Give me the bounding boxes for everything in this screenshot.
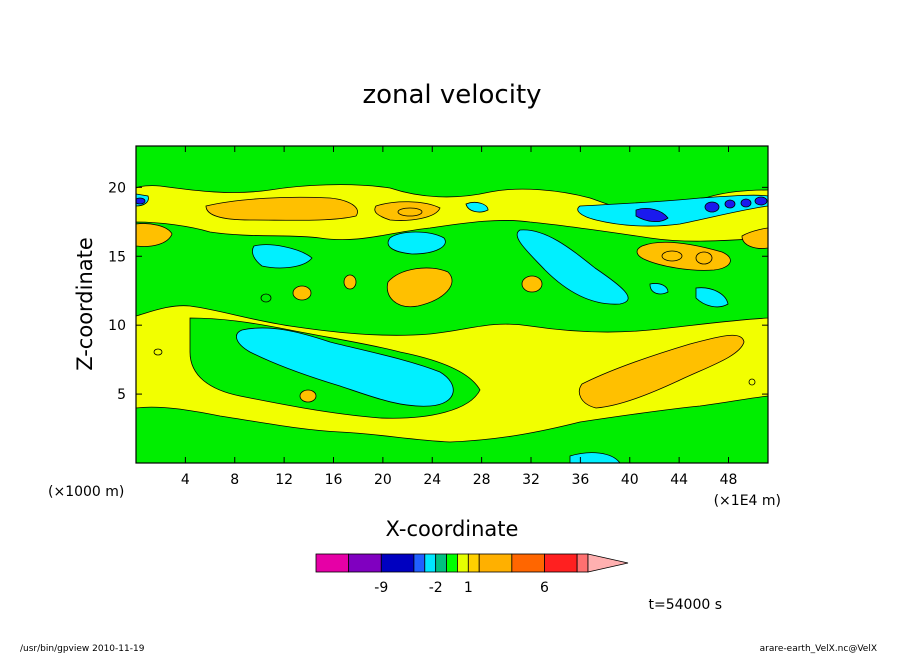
x-axis-ticks: 4 8 12 16 20 24 28 32 36 40 44 48 xyxy=(181,146,738,488)
contour-field xyxy=(136,146,768,463)
colorbar-segment xyxy=(478,553,513,573)
colorbar-label: -9 xyxy=(374,580,388,596)
footer-left: /usr/bin/gpview 2010-11-19 xyxy=(20,644,145,654)
time-label: t=54000 s xyxy=(649,597,723,613)
colorbar-segment xyxy=(576,553,589,573)
cyan-region xyxy=(252,244,313,269)
contour-ring xyxy=(153,348,163,356)
cyan-region xyxy=(577,194,768,227)
colorbar-segment xyxy=(413,553,426,573)
footer-right: arare-earth_VelX.nc@VelX xyxy=(760,644,877,654)
cyan-region xyxy=(236,327,454,407)
y-tick-label: 15 xyxy=(108,249,126,265)
colorbar-label: -2 xyxy=(429,580,443,596)
x-tick-label: 36 xyxy=(571,472,589,488)
x-axis-label: X-coordinate xyxy=(386,517,519,541)
x-axis-unit-right: (×1E4 m) xyxy=(714,493,781,509)
colorbar-extend-triangle xyxy=(587,553,629,573)
x-tick-label: 32 xyxy=(522,472,540,488)
cyan-region xyxy=(465,202,489,213)
cyan-region xyxy=(516,229,629,305)
colorbar-labels: -9 -2 1 6 xyxy=(374,580,549,596)
x-tick-label: 8 xyxy=(230,472,239,488)
green-region xyxy=(136,395,768,463)
orange-region xyxy=(579,334,745,409)
orange-region xyxy=(741,227,768,249)
blue-region xyxy=(704,201,720,213)
orange-region xyxy=(136,223,173,247)
colorbar-segment xyxy=(467,553,480,573)
colorbar-label: 1 xyxy=(464,580,473,596)
x-tick-label: 12 xyxy=(275,472,293,488)
x-tick-label: 24 xyxy=(423,472,441,488)
x-tick-label: 4 xyxy=(181,472,190,488)
colorbar-segment xyxy=(544,553,578,573)
contour-ring xyxy=(397,207,423,217)
colorbar-segment xyxy=(511,553,545,573)
blue-region xyxy=(754,196,768,206)
colorbar-segment xyxy=(424,553,437,573)
blue-region xyxy=(724,199,736,209)
colorbar-segment xyxy=(435,553,447,573)
x-tick-label: 16 xyxy=(325,472,343,488)
x-axis-unit-left: (×1000 m) xyxy=(48,484,124,500)
orange-region xyxy=(386,267,453,308)
cyan-region xyxy=(569,452,621,463)
contour-ring xyxy=(661,250,683,262)
blue-region xyxy=(635,208,669,222)
plot-frame xyxy=(135,145,769,464)
cyan-region xyxy=(387,231,446,255)
orange-region xyxy=(374,201,441,221)
orange-region xyxy=(205,196,358,221)
cyan-region xyxy=(695,287,729,308)
x-tick-label: 28 xyxy=(473,472,491,488)
colorbar-segment xyxy=(457,553,469,573)
colorbar-label: 6 xyxy=(540,580,549,596)
x-tick-label: 40 xyxy=(621,472,639,488)
colorbar-segment xyxy=(446,553,458,573)
orange-region xyxy=(343,274,357,290)
y-tick-label: 20 xyxy=(108,180,126,196)
colorbar-segment xyxy=(315,553,350,573)
colorbar xyxy=(315,553,629,573)
blue-region xyxy=(740,198,752,208)
x-tick-label: 48 xyxy=(720,472,738,488)
colorbar-segment xyxy=(380,553,415,573)
y-axis-ticks: 5 10 15 20 xyxy=(108,180,768,403)
orange-region xyxy=(299,389,317,403)
contour-ring xyxy=(748,378,756,386)
contour-ring xyxy=(260,293,272,303)
orange-region xyxy=(292,285,312,301)
cyan-region xyxy=(649,283,669,295)
y-tick-label: 10 xyxy=(108,318,126,334)
y-tick-label: 5 xyxy=(117,387,126,403)
colorbar-segment xyxy=(348,553,382,573)
chart-title: zonal velocity xyxy=(362,80,541,110)
y-axis-label: Z-coordinate xyxy=(73,237,97,371)
x-tick-label: 20 xyxy=(374,472,392,488)
x-tick-label: 44 xyxy=(670,472,688,488)
contour-ring xyxy=(695,251,713,265)
blue-region xyxy=(136,197,146,205)
orange-region xyxy=(521,275,543,293)
